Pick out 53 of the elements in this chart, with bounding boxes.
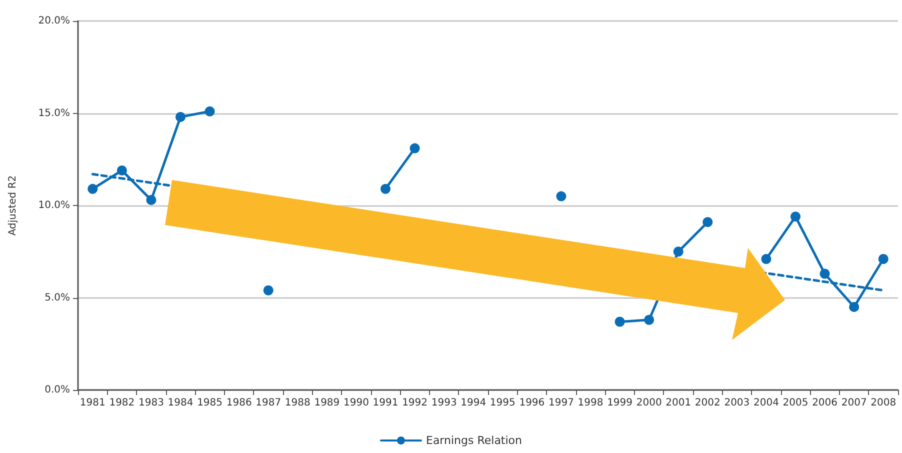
x-tick-label: 1987 — [256, 398, 282, 408]
x-tick-label: 2005 — [782, 398, 808, 408]
y-tick-label: 0.0% — [44, 384, 70, 396]
point — [849, 302, 860, 312]
x-tick-label: 1984 — [168, 398, 194, 408]
x-tick-label: 2002 — [694, 398, 720, 408]
y-tick-label: 15.0% — [38, 108, 70, 119]
x-tick-label: 1999 — [607, 398, 633, 408]
x-tick-label: 1989 — [314, 398, 340, 408]
point — [820, 268, 830, 279]
x-tick-label: 2001 — [666, 398, 692, 408]
point — [790, 212, 800, 222]
x-tick-label: 1986 — [226, 398, 252, 408]
legend-label: Earnings Relation — [426, 434, 522, 447]
x-tick-label: 1985 — [197, 398, 223, 408]
x-tick-label: 2006 — [812, 398, 838, 408]
point — [263, 285, 274, 296]
x-tick-label: 1995 — [490, 398, 516, 408]
y-axis-title: Adjusted R2 — [8, 175, 18, 236]
x-tick-label: 1998 — [578, 398, 604, 408]
x-tick-label: 2000 — [636, 398, 662, 408]
x-tick-label: 1988 — [284, 398, 310, 408]
point — [673, 246, 684, 257]
y-tick-label: 20.0% — [38, 16, 70, 26]
point — [88, 184, 98, 194]
point — [614, 316, 625, 327]
x-tick-label: 1981 — [80, 398, 106, 408]
x-tick-label: 1994 — [460, 398, 486, 408]
point — [410, 143, 420, 154]
point — [146, 194, 156, 205]
x-tick-label: 1990 — [343, 398, 369, 408]
x-tick-label: 1992 — [402, 398, 428, 408]
x-tick-label: 2007 — [841, 398, 867, 408]
x-tick-label: 1997 — [548, 398, 574, 408]
x-tick-label: 2003 — [724, 398, 750, 408]
point — [644, 314, 654, 325]
x-tick-label: 1996 — [519, 398, 545, 408]
point — [556, 191, 566, 202]
point — [878, 254, 888, 264]
y-tick-label: 10.0% — [38, 200, 70, 211]
x-tick-label: 2004 — [753, 398, 779, 408]
point — [176, 112, 186, 122]
y-tick-label: 5.0% — [44, 292, 70, 304]
x-tick-label: 1991 — [372, 398, 398, 408]
x-tick-label: 2008 — [870, 398, 896, 408]
x-tick-label: 1993 — [431, 398, 457, 408]
point — [204, 106, 215, 116]
point — [702, 217, 713, 228]
x-tick-label: 1982 — [109, 398, 135, 408]
point — [761, 254, 772, 264]
point — [116, 165, 127, 176]
point — [380, 184, 390, 194]
x-tick-label: 1983 — [138, 398, 164, 408]
